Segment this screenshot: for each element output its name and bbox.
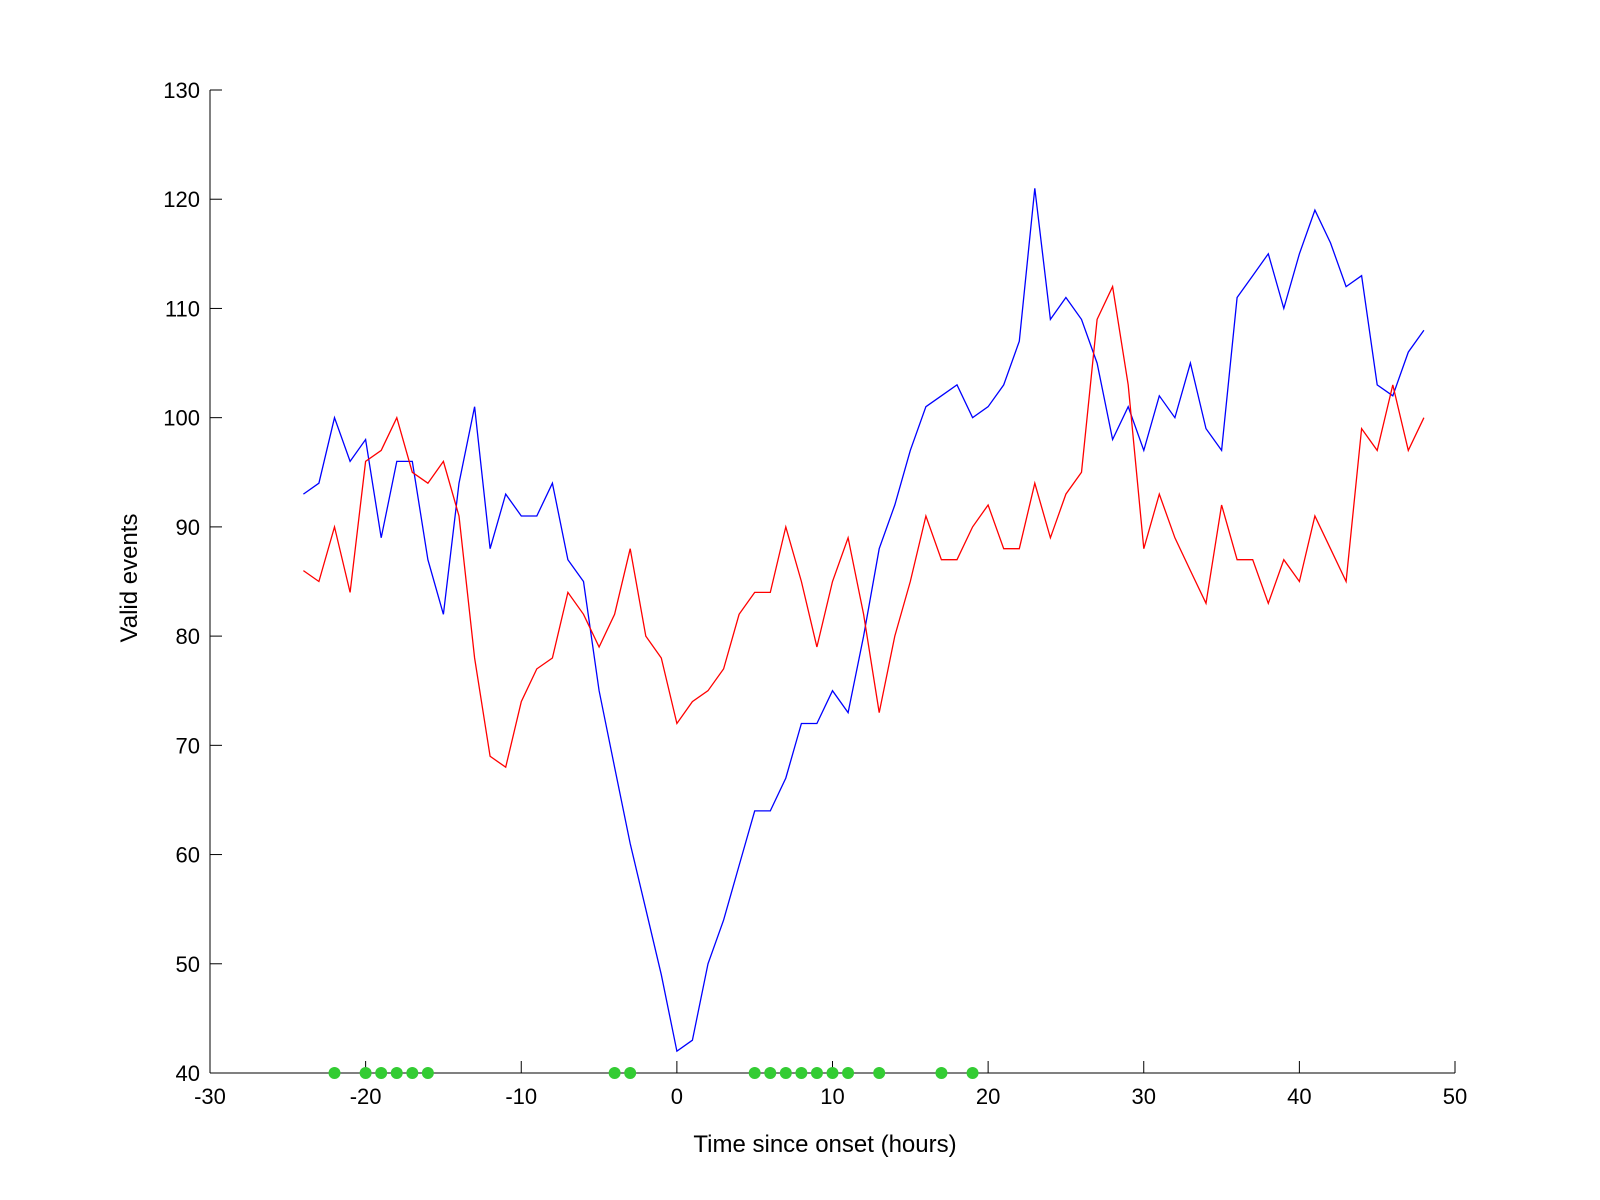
event-marker — [748, 1067, 761, 1079]
x-tick-label: 50 — [1443, 1084, 1467, 1109]
y-tick-label: 60 — [176, 843, 200, 868]
y-axis-label: Valid events — [116, 514, 143, 643]
x-tick-label: 40 — [1287, 1084, 1311, 1109]
event-marker — [826, 1067, 839, 1079]
series-line-2 — [303, 284, 1425, 769]
x-tick-label: -10 — [505, 1084, 537, 1109]
marker-layer — [328, 1067, 979, 1079]
event-marker — [966, 1067, 979, 1079]
y-tick-label: 120 — [163, 187, 200, 212]
event-marker — [390, 1067, 403, 1079]
y-tick-label: 130 — [163, 78, 200, 103]
event-marker — [406, 1067, 419, 1079]
y-tick-label: 90 — [176, 515, 200, 540]
event-marker — [810, 1067, 823, 1079]
x-tick-label: 0 — [671, 1084, 683, 1109]
y-tick-label: 70 — [176, 733, 200, 758]
x-tick-label: 30 — [1132, 1084, 1156, 1109]
event-marker — [873, 1067, 886, 1079]
y-tick-label: 80 — [176, 624, 200, 649]
event-marker — [608, 1067, 621, 1079]
event-marker — [328, 1067, 341, 1079]
y-tick-label: 50 — [176, 952, 200, 977]
y-tick-label: 40 — [176, 1061, 200, 1086]
event-marker — [359, 1067, 372, 1079]
axes: -30 -20 -10 0 10 20 30 40 50 40 50 60 70 80 90 100 110 12… — [163, 78, 1467, 1109]
event-marker — [764, 1067, 777, 1079]
event-marker — [421, 1067, 434, 1079]
x-tick-label: -20 — [350, 1084, 382, 1109]
event-marker — [935, 1067, 948, 1079]
event-marker — [779, 1067, 792, 1079]
y-tick-label: 100 — [163, 406, 200, 431]
event-marker — [795, 1067, 808, 1079]
event-marker — [375, 1067, 388, 1079]
x-tick-label: 10 — [820, 1084, 844, 1109]
x-tick-label: -30 — [194, 1084, 226, 1109]
event-marker — [842, 1067, 855, 1079]
y-tick-label: 110 — [165, 296, 200, 321]
series-layer — [303, 188, 1425, 1053]
event-marker — [624, 1067, 637, 1079]
x-axis-label: Time since onset (hours) — [693, 1131, 956, 1158]
series-line-1 — [303, 188, 1425, 1053]
x-tick-label: 20 — [976, 1084, 1000, 1109]
